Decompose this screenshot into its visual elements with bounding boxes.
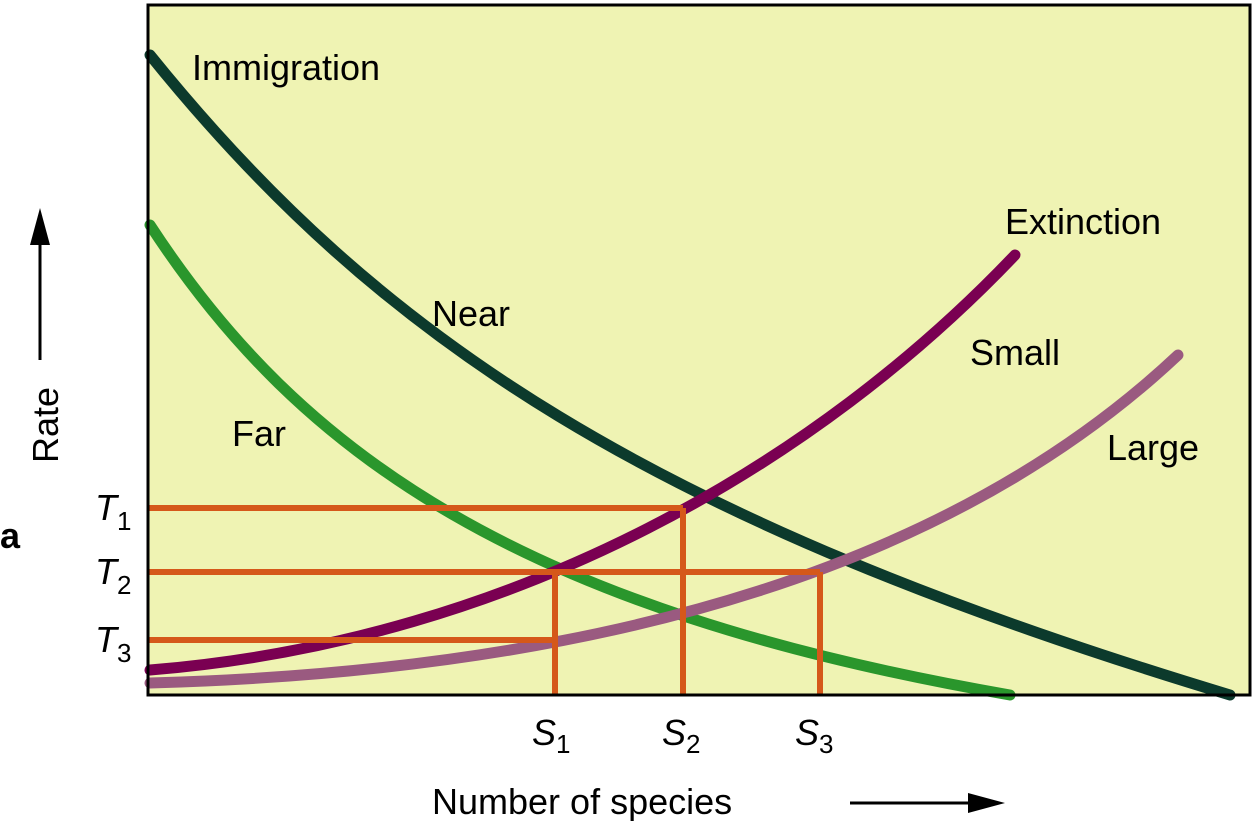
- large-curve: [144, 349, 1184, 689]
- s3-label: S3: [795, 712, 833, 759]
- label-near: Near: [432, 293, 510, 334]
- subscript: 1: [117, 506, 131, 536]
- near-curve: [144, 49, 1236, 701]
- s1-label: S1: [532, 712, 570, 759]
- symbol: S: [662, 712, 686, 753]
- y-arrow-head: [30, 208, 50, 245]
- symbol: S: [795, 712, 819, 753]
- symbol: T: [95, 619, 120, 660]
- subscript: 3: [819, 729, 833, 759]
- species-levels: S1 S2 S3: [532, 712, 833, 759]
- panel-label: a: [0, 515, 21, 556]
- y-axis-label: Rate: [25, 387, 66, 463]
- small-curve: [144, 249, 1021, 676]
- label-large: Large: [1107, 427, 1199, 468]
- far-curve: [144, 219, 1016, 701]
- subscript: 3: [117, 638, 131, 668]
- subscript: 1: [556, 729, 570, 759]
- t3-label: T3: [95, 619, 131, 668]
- x-arrow-head: [968, 793, 1005, 813]
- label-extinction: Extinction: [1005, 201, 1161, 242]
- plot-area: [148, 5, 1250, 695]
- s2-label: S2: [662, 712, 700, 759]
- rate-levels: T1 T2 T3: [95, 487, 131, 668]
- label-immigration: Immigration: [192, 47, 380, 88]
- symbol: S: [532, 712, 556, 753]
- equilibrium-lines: [148, 505, 823, 695]
- t1-label: T1: [95, 487, 131, 536]
- label-far: Far: [232, 413, 286, 454]
- plot-border: [146, 3, 1252, 697]
- t2-label: T2: [95, 551, 131, 600]
- curves: [144, 49, 1236, 701]
- label-small: Small: [970, 332, 1060, 373]
- subscript: 2: [117, 570, 131, 600]
- x-axis-label: Number of species: [432, 781, 732, 821]
- symbol: T: [95, 487, 120, 528]
- symbol: T: [95, 551, 120, 592]
- subscript: 2: [686, 729, 700, 759]
